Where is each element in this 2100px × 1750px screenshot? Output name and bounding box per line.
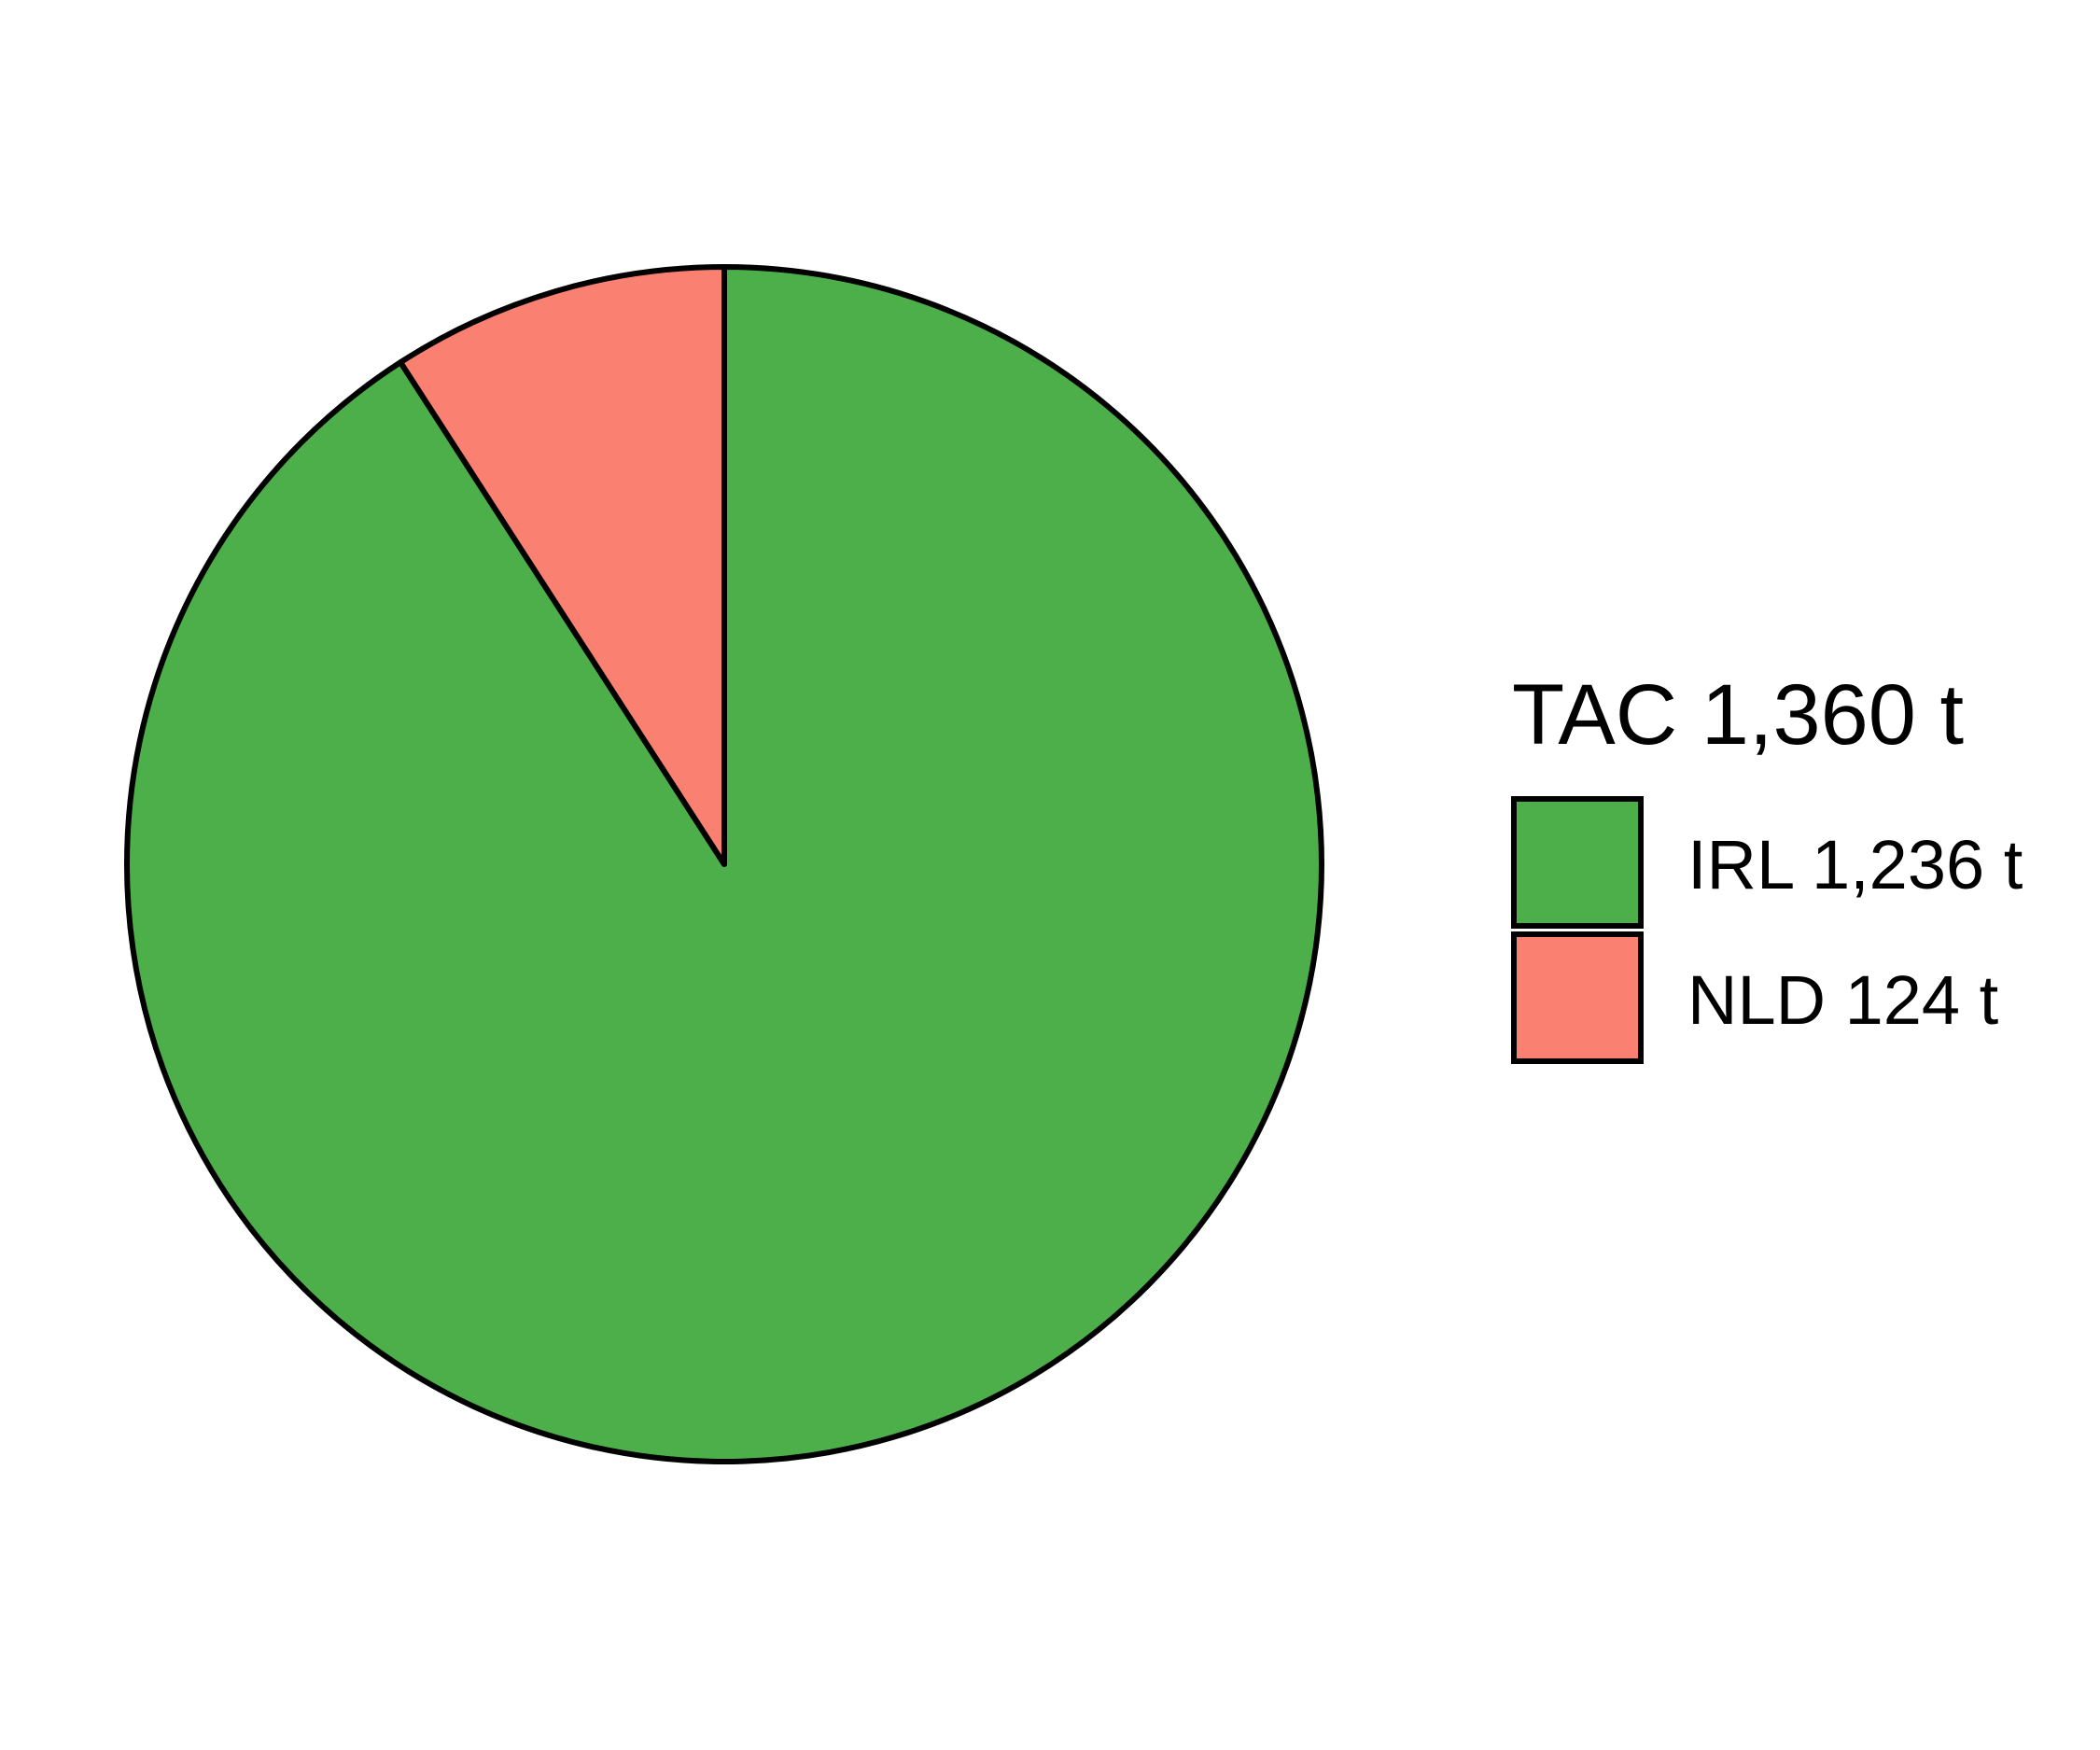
legend-label-nld: NLD 124 t — [1687, 961, 1999, 1039]
legend: TAC 1,360 t IRL 1,236 t NLD 124 t — [1511, 667, 2023, 1064]
pie-slices — [124, 264, 1324, 1464]
legend-swatch-nld — [1511, 931, 1644, 1064]
legend-swatch-irl — [1511, 796, 1644, 929]
legend-title: TAC 1,360 t — [1512, 667, 1964, 763]
pie-slice-nld — [398, 264, 727, 867]
legend-label-irl: IRL 1,236 t — [1687, 826, 2023, 903]
